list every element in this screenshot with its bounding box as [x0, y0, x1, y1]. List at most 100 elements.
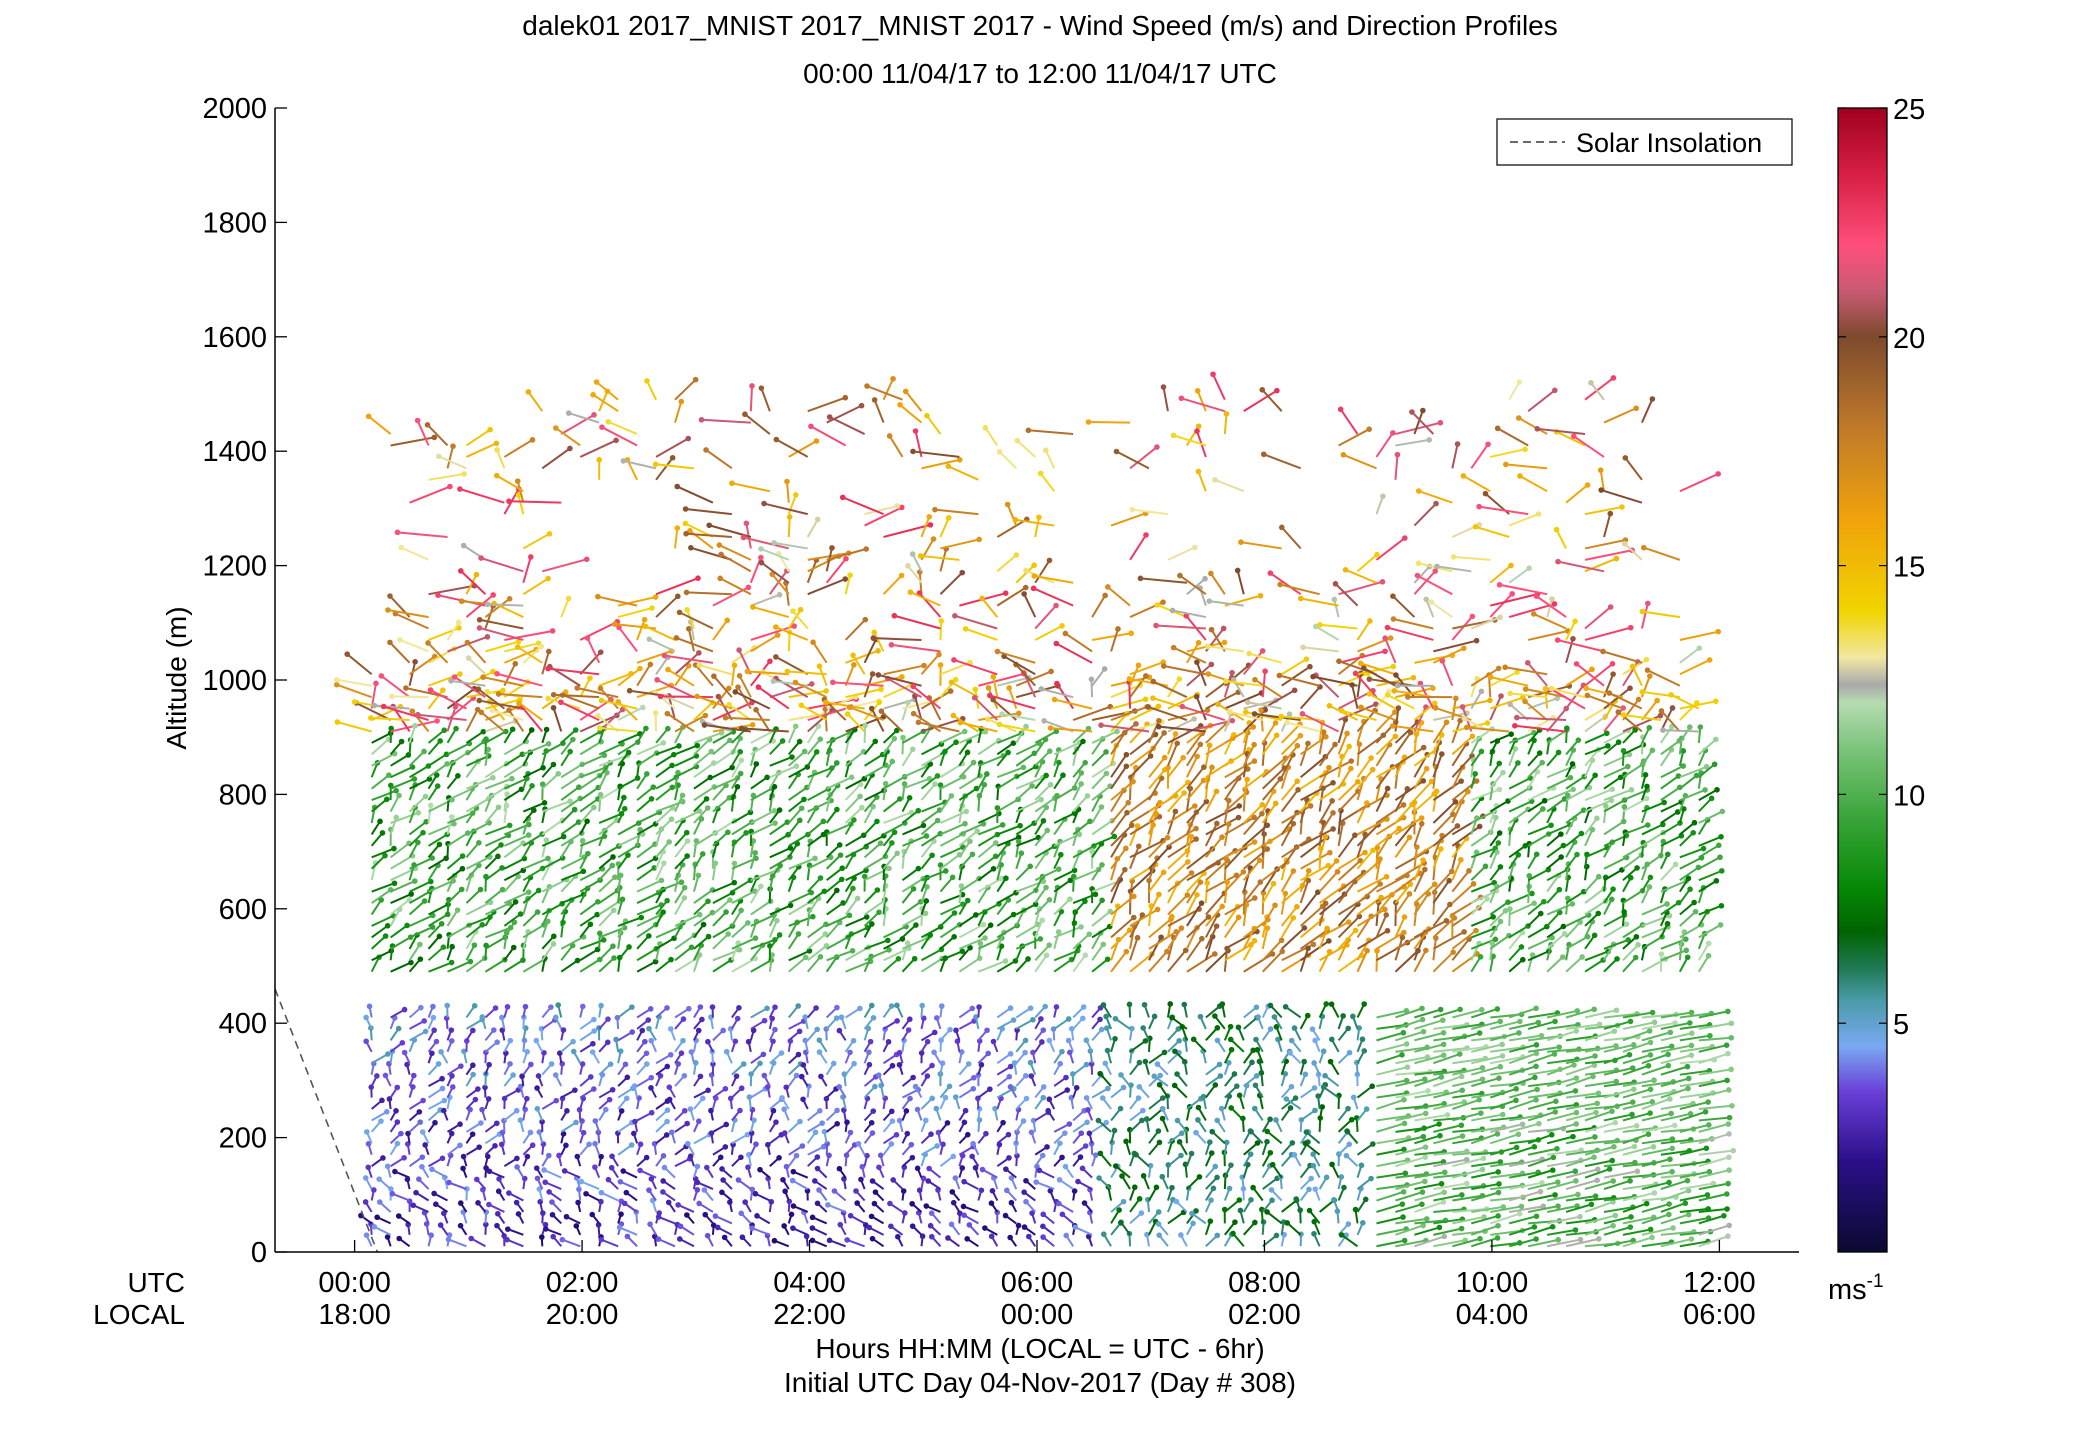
- wind-vector-head: [458, 1223, 464, 1229]
- wind-vector-head: [417, 942, 423, 948]
- wind-vector-head: [434, 1039, 440, 1045]
- wind-vector-head: [1267, 1116, 1273, 1122]
- wind-vector-head: [1189, 870, 1195, 876]
- wind-vector-head: [1059, 1049, 1065, 1055]
- wind-vector-head: [415, 418, 421, 424]
- wind-vector-head: [484, 689, 490, 695]
- wind-vector-head: [396, 1213, 402, 1219]
- wind-vector-head: [1000, 822, 1006, 828]
- wind-vector-head: [931, 536, 937, 542]
- wind-vector-head: [985, 1051, 991, 1057]
- wind-vector-head: [1003, 1213, 1009, 1219]
- wind-vector-head: [1028, 1060, 1034, 1066]
- wind-vector-head: [903, 389, 909, 395]
- wind-vector-head: [924, 898, 930, 904]
- wind-vector-head: [1258, 593, 1264, 599]
- wind-vector-head: [773, 624, 779, 630]
- wind-vector-head: [693, 377, 699, 383]
- wind-vector-head: [683, 531, 689, 537]
- wind-vector-head: [380, 1155, 386, 1161]
- wind-vector-head: [1096, 1175, 1102, 1181]
- wind-vector-head: [518, 1117, 524, 1123]
- wind-vector-head: [664, 898, 670, 904]
- wind-vector-head: [1041, 718, 1047, 724]
- wind-vector-head: [494, 671, 500, 677]
- wind-vector-head: [764, 1006, 770, 1012]
- wind-vector-head: [756, 684, 762, 690]
- wind-vector-head: [1021, 765, 1027, 771]
- wind-vector-head: [1124, 752, 1130, 758]
- wind-vector-head: [1160, 1106, 1166, 1112]
- wind-vector-stick: [1206, 883, 1207, 903]
- wind-vector-head: [815, 1154, 821, 1160]
- wind-vector-head: [1165, 835, 1171, 841]
- wind-vector-head: [334, 682, 340, 688]
- wind-vector-head: [969, 1006, 975, 1012]
- wind-vector-head: [891, 736, 897, 742]
- wind-vector-head: [1228, 1105, 1234, 1111]
- wind-vector-head: [793, 492, 799, 498]
- wind-vector-head: [985, 716, 991, 722]
- wind-vector-head: [1102, 666, 1108, 672]
- wind-vector-head: [928, 1131, 934, 1137]
- wind-vector-head: [514, 1200, 520, 1206]
- wind-vector-head: [1161, 870, 1167, 876]
- wind-vector-head: [530, 1142, 536, 1148]
- wind-vector-head: [810, 1215, 816, 1221]
- wind-vector-head: [656, 1236, 662, 1242]
- wind-vector-head: [609, 863, 615, 869]
- wind-vector-head: [890, 376, 896, 382]
- wind-vector-head: [380, 830, 386, 836]
- wind-vector-head: [873, 1189, 879, 1195]
- wind-vector-head: [536, 1129, 542, 1135]
- wind-vector-head: [678, 1223, 684, 1229]
- wind-vector-head: [910, 1155, 916, 1161]
- wind-vector-head: [612, 621, 618, 627]
- wind-vector-head: [377, 819, 383, 825]
- wind-vector-head: [890, 1063, 896, 1069]
- wind-vector-head: [777, 807, 783, 813]
- wind-vector-head: [850, 652, 856, 658]
- wind-vector-head: [894, 851, 900, 857]
- wind-vector-head: [595, 594, 601, 600]
- wind-vector-head: [1180, 755, 1186, 761]
- wind-vector-head: [1196, 640, 1202, 646]
- wind-vector-head: [1057, 1061, 1063, 1067]
- wind-vector-head: [409, 708, 415, 714]
- wind-vector-head: [539, 1234, 545, 1240]
- wind-vector-head: [1162, 755, 1168, 761]
- wind-vector-head: [611, 955, 617, 961]
- wind-vector-head: [928, 1223, 934, 1229]
- wind-vector-head: [457, 671, 463, 677]
- wind-vector-head: [1176, 1038, 1182, 1044]
- wind-vector-head: [1274, 388, 1280, 394]
- wind-vector-head: [951, 1200, 957, 1206]
- wind-vector-head: [1193, 1130, 1199, 1136]
- wind-vector-head: [1157, 1073, 1163, 1079]
- wind-vector-head: [622, 806, 628, 812]
- wind-vector-stick: [751, 386, 752, 411]
- wind-vector-head: [1194, 428, 1200, 434]
- wind-vector-head: [694, 743, 700, 749]
- wind-vector-head: [1043, 447, 1049, 453]
- wind-vector-head: [938, 662, 944, 668]
- wind-vector-head: [1174, 1199, 1180, 1205]
- wind-vector-head: [912, 956, 918, 962]
- wind-vector-head: [987, 693, 993, 699]
- wind-vector-head: [489, 708, 495, 714]
- wind-vector-head: [399, 739, 405, 745]
- wind-vector-head: [1089, 676, 1095, 682]
- wind-vector-head: [1011, 1017, 1017, 1023]
- wind-vector-head: [661, 860, 667, 866]
- wind-vector-head: [876, 1164, 882, 1170]
- wind-vector-head: [1169, 1185, 1175, 1191]
- wind-vector-head: [1236, 803, 1242, 809]
- wind-vector-head: [435, 783, 441, 789]
- wind-vector-head: [1119, 1173, 1125, 1179]
- wind-vector-head: [815, 1201, 821, 1207]
- wind-vector-head: [492, 1143, 498, 1149]
- wind-vector-head: [749, 1225, 755, 1231]
- wind-vector-head: [905, 700, 911, 706]
- wind-vector-head: [461, 543, 467, 549]
- wind-vector-head: [544, 837, 550, 843]
